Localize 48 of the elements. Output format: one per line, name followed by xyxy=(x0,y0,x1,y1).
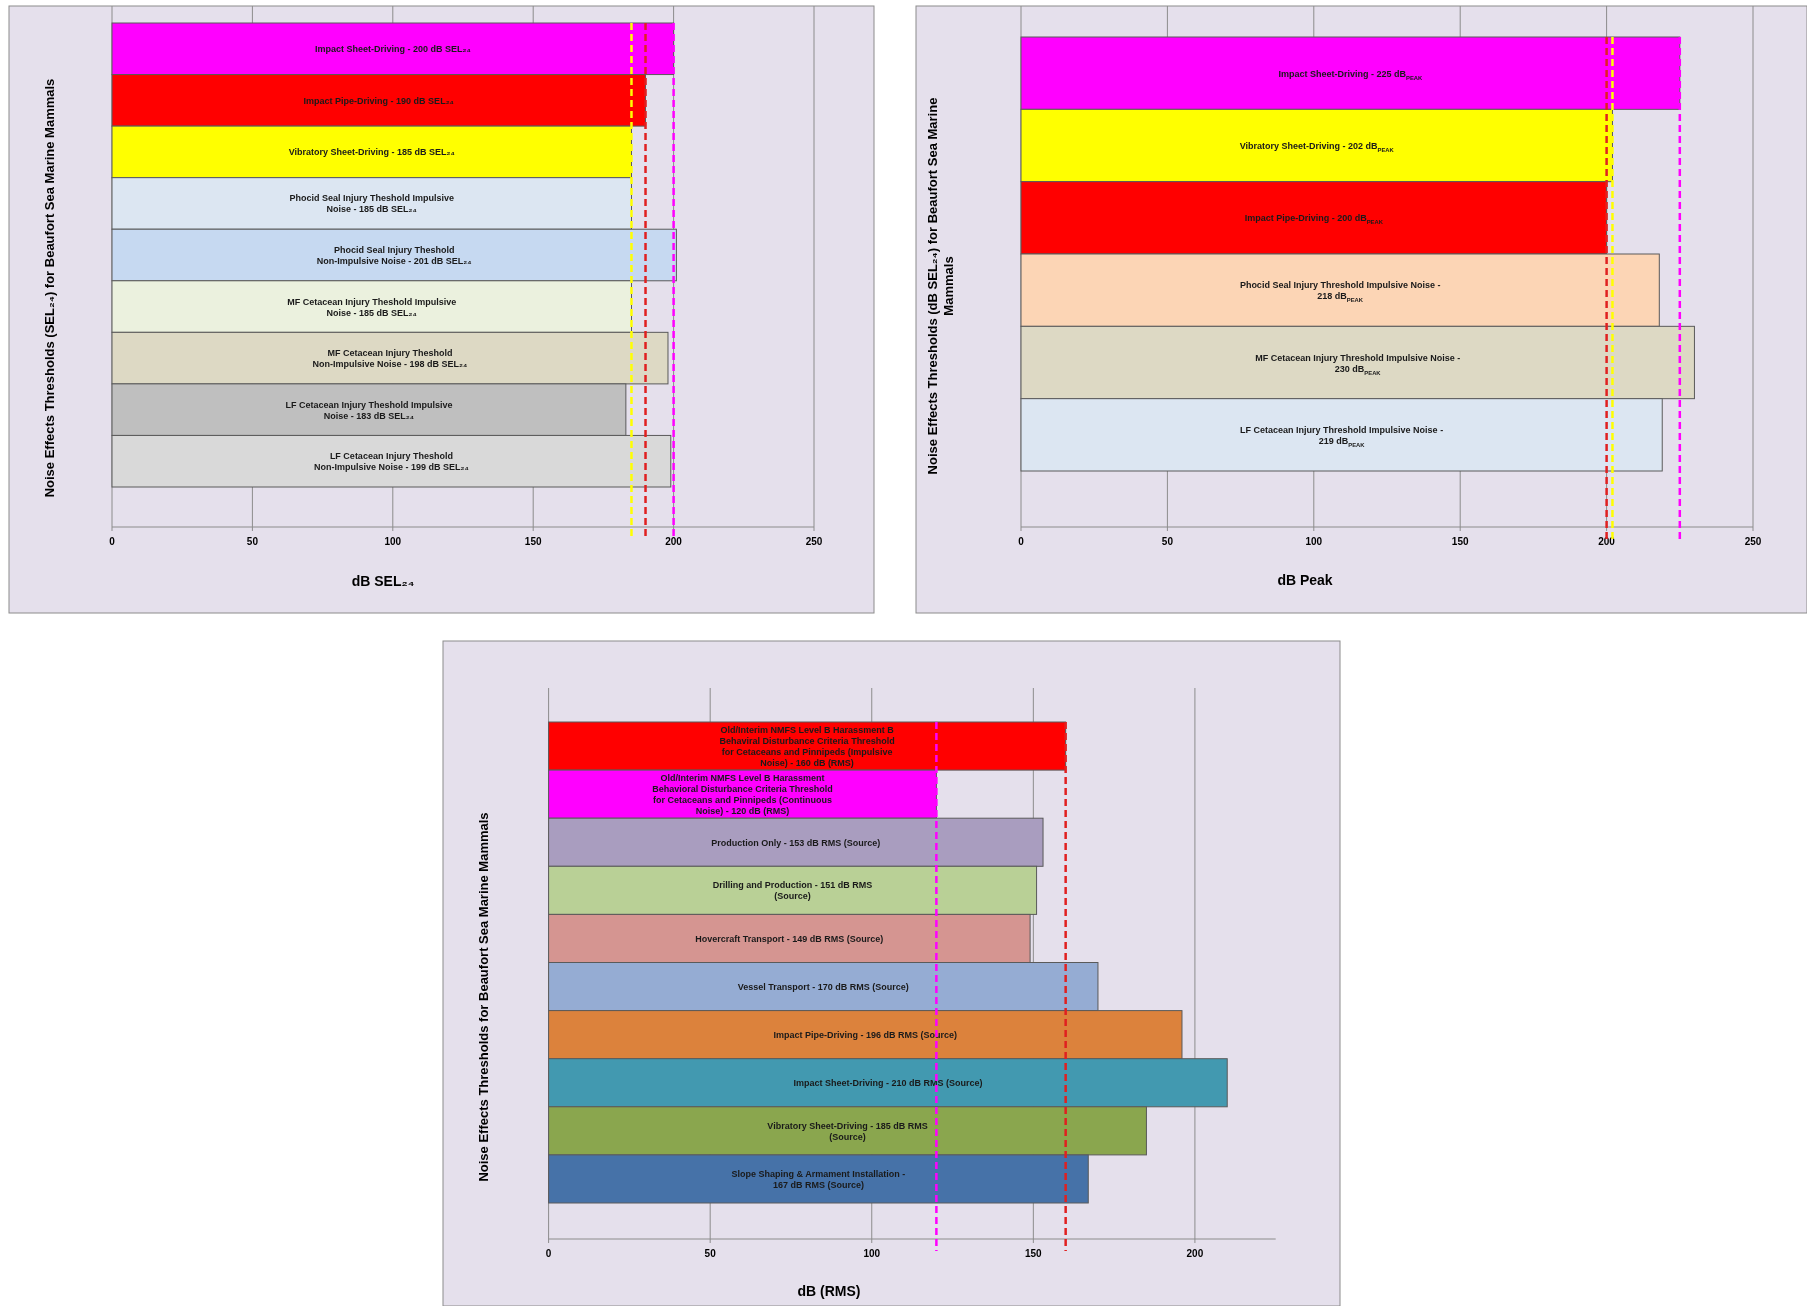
x-tick-label: 150 xyxy=(1451,536,1469,547)
y-axis-title: Noise Effects Thresholds (SEL₂₄) for Beaufort Sea Marine Mammals xyxy=(42,78,57,498)
x-tick-label: 200 xyxy=(1186,1248,1204,1259)
y-tick-label: Slope Shaping & Armament Installation - 167 dB RMS (Source) xyxy=(731,1168,906,1190)
x-axis-title: dB Peak xyxy=(1277,572,1333,588)
y-tick-label: Drilling and Production - 151 dB RMS (Source) xyxy=(712,880,873,902)
x-tick-label: 150 xyxy=(524,536,542,547)
x-tick-label: 50 xyxy=(1161,536,1174,547)
y-tick-label: Vibratory Sheet-Driving - 185 dB RMS (Source) xyxy=(767,1120,928,1142)
y-tick-label: Vibratory Sheet-Driving - 202 dB$_{PEAK}$ xyxy=(1239,141,1395,153)
y-tick-label: MF Cetacean Injury Theshold Non-Impulsive Noise - 198 dB SEL₂₄ xyxy=(312,348,468,370)
x-tick-label: 0 xyxy=(109,536,116,547)
y-tick-label: Impact Sheet-Driving - 210 dB RMS (Source) xyxy=(793,1078,983,1089)
x-tick-label: 250 xyxy=(805,536,823,547)
y-tick-label: Hovercraft Transport - 149 dB RMS (Source) xyxy=(695,933,884,944)
y-axis-title: Noise Effects Thresholds for Beaufort Sea Marine Mammals xyxy=(476,812,491,1182)
x-tick-label: 100 xyxy=(384,536,402,547)
x-tick-label: 200 xyxy=(665,536,683,547)
y-tick-label: Phocid Seal Injury Theshold Non-Impulsive Noise - 201 dB SEL₂₄ xyxy=(316,245,472,266)
y-tick-label: Impact Sheet-Driving - 200 dB SEL₂₄ xyxy=(314,44,471,55)
y-tick-label: Old/Interim NMFS Level B Harassment Behavioral Disturbance Criteria Threshold for Cetaceans and Pinnipeds (Continuous Noise) - 120 dB (RMS) xyxy=(652,773,833,817)
x-tick-label: 0 xyxy=(545,1248,552,1259)
y-tick-label: Impact Pipe-Driving - 190 dB SEL₂₄ xyxy=(303,95,454,106)
x-axis-title: dB SEL₂₄ xyxy=(351,573,415,589)
x-tick-label: 100 xyxy=(1305,536,1323,547)
x-tick-label: 0 xyxy=(1018,536,1025,547)
x-tick-label: 50 xyxy=(246,536,259,547)
y-tick-label: Vessel Transport - 170 dB RMS (Source) xyxy=(737,982,909,993)
y-tick-label: Old/Interim NMFS Level B Harassment B Behaviral Disturbance Criteria Threshold for Cetaceans and Pinnipeds (Impulsive Noise) - 160 dB (RMS) xyxy=(719,725,895,769)
x-axis-title: dB (RMS) xyxy=(797,1283,861,1299)
x-tick-label: 50 xyxy=(704,1248,717,1259)
y-tick-label: LF Cetacean Injury Threshold Impulsive Noise - 219 dB$_{PEAK}$ xyxy=(1240,424,1444,448)
x-tick-label: 250 xyxy=(1744,536,1762,547)
y-tick-label: Phocid Seal Injury Threshold Impulsive Noise - 218 dB$_{PEAK}$ xyxy=(1239,280,1441,304)
y-tick-label: Phocid Seal Injury Theshold Impulsive Noise - 185 dB SEL₂₄ xyxy=(289,193,455,215)
y-tick-label: MF Cetacean Injury Threshold Impulsive Noise - 230 dB$_{PEAK}$ xyxy=(1255,352,1461,376)
y-axis-title: Noise Effects Thresholds (dB SEL₂₄) for Beaufort Sea Marine Mammals xyxy=(925,97,956,475)
x-tick-label: 200 xyxy=(1598,536,1616,547)
y-tick-label: Impact Pipe-Driving - 196 dB RMS (Source) xyxy=(773,1030,958,1041)
y-tick-label: LF Cetacean Injury Theshold Non-Impulsive Noise - 199 dB SEL₂₄ xyxy=(313,451,469,473)
y-tick-label: MF Cetacean Injury Theshold Impulsive Noise - 185 dB SEL₂₄ xyxy=(287,296,457,318)
y-tick-label: Impact Sheet-Driving - 225 dB$_{PEAK}$ xyxy=(1278,68,1424,81)
y-tick-label: LF Cetacean Injury Theshold Impulsive Noise - 183 dB SEL₂₄ xyxy=(285,399,453,421)
x-tick-label: 150 xyxy=(1024,1248,1043,1259)
y-tick-label: Impact Pipe-Driving - 200 dB$_{PEAK}$ xyxy=(1244,213,1384,226)
y-tick-label: Vibratory Sheet-Driving - 185 dB SEL₂₄ xyxy=(288,147,455,158)
y-tick-label: Production Only - 153 dB RMS (Source) xyxy=(711,837,881,848)
x-tick-label: 100 xyxy=(863,1248,881,1259)
